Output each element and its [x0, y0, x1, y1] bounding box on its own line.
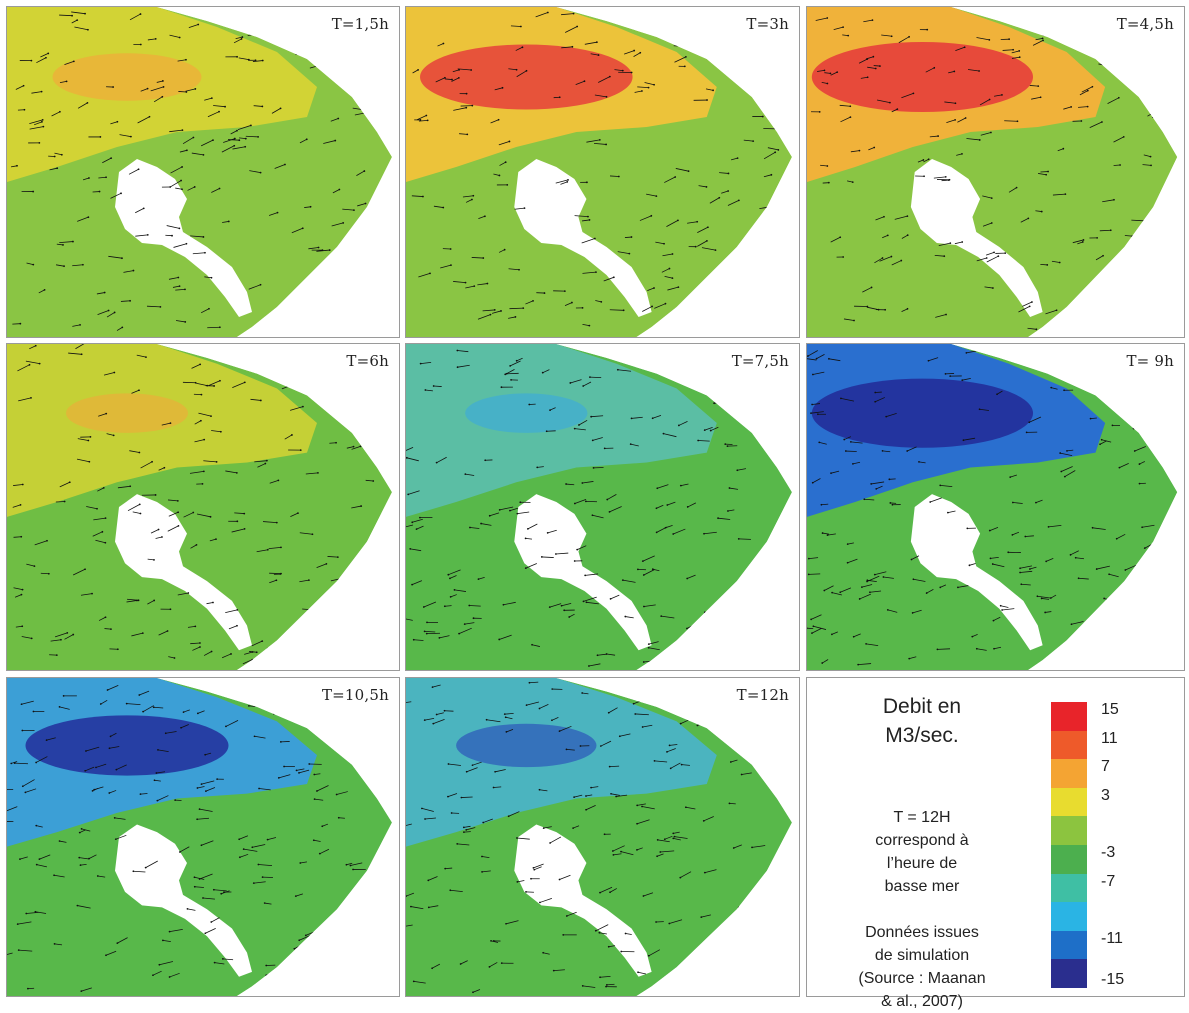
map-panel-3: T=4,5h [806, 6, 1185, 338]
scale-swatch [1051, 931, 1087, 960]
flow-core [456, 724, 596, 767]
flow-core [53, 53, 202, 101]
map-panel-1: T=1,5h [6, 6, 400, 338]
map-panel-2: T=3h [405, 6, 800, 338]
legend-note-line: basse mer [807, 875, 1037, 898]
scale-tick-label: -7 [1101, 873, 1115, 891]
scale-tick-label: 11 [1101, 730, 1118, 748]
flow-map [7, 678, 399, 996]
map-panel-4: T=6h [6, 343, 400, 671]
legend-title-line: Debit en [807, 692, 1037, 721]
scale-swatch [1051, 788, 1087, 817]
scale-swatch [1051, 845, 1087, 874]
time-label: T=10,5h [322, 686, 389, 704]
flow-core [66, 393, 188, 433]
time-label: T=3h [746, 15, 789, 33]
flow-map [7, 344, 399, 670]
scale-swatch [1051, 874, 1087, 903]
flow-core [465, 393, 587, 433]
map-panel-5: T=7,5h [405, 343, 800, 671]
legend-source: Données issues de simulation (Source : M… [807, 921, 1037, 1013]
flow-core [26, 715, 229, 775]
flow-map [406, 7, 799, 337]
flow-core [812, 379, 1033, 448]
scale-swatch [1051, 759, 1087, 788]
flow-map [406, 344, 799, 670]
legend-source-line: de simulation [807, 944, 1037, 967]
scale-swatch [1051, 902, 1087, 931]
time-label: T=6h [346, 352, 389, 370]
scale-swatch [1051, 702, 1087, 731]
scale-tick-label: 15 [1101, 701, 1119, 719]
scale-tick-label: 3 [1101, 787, 1110, 805]
map-panel-8: T=12h [405, 677, 800, 997]
scale-swatch [1051, 816, 1087, 845]
time-label: T= 9h [1126, 352, 1174, 370]
flow-map [7, 7, 399, 337]
scale-swatch [1051, 959, 1087, 988]
legend-source-line: & al., 2007) [807, 990, 1037, 1013]
flow-core [812, 42, 1033, 112]
scale-tick-label: -15 [1101, 971, 1124, 989]
legend-title-line: M3/sec. [807, 721, 1037, 750]
legend-title: Debit en M3/sec. [807, 692, 1037, 750]
legend-note-line: correspond à [807, 829, 1037, 852]
legend-note-line: l’heure de [807, 852, 1037, 875]
legend-note: T = 12H correspond à l’heure de basse me… [807, 806, 1037, 898]
legend-source-line: (Source : Maanan [807, 967, 1037, 990]
flow-map [406, 678, 799, 996]
legend-panel: Debit en M3/sec. T = 12H correspond à l’… [806, 677, 1185, 997]
legend-source-line: Données issues [807, 921, 1037, 944]
map-panel-6: T= 9h [806, 343, 1185, 671]
scale-tick-label: -11 [1101, 930, 1123, 948]
scale-tick-label: -3 [1101, 844, 1115, 862]
flow-core [420, 45, 633, 110]
scale-swatch [1051, 731, 1087, 760]
map-panel-7: T=10,5h [6, 677, 400, 997]
flow-map [807, 344, 1184, 670]
time-label: T=4,5h [1117, 15, 1174, 33]
time-label: T=12h [737, 686, 789, 704]
flow-map [807, 7, 1184, 337]
time-label: T=1,5h [332, 15, 389, 33]
time-label: T=7,5h [732, 352, 789, 370]
legend-note-line: T = 12H [807, 806, 1037, 829]
scale-tick-label: 7 [1101, 758, 1110, 776]
